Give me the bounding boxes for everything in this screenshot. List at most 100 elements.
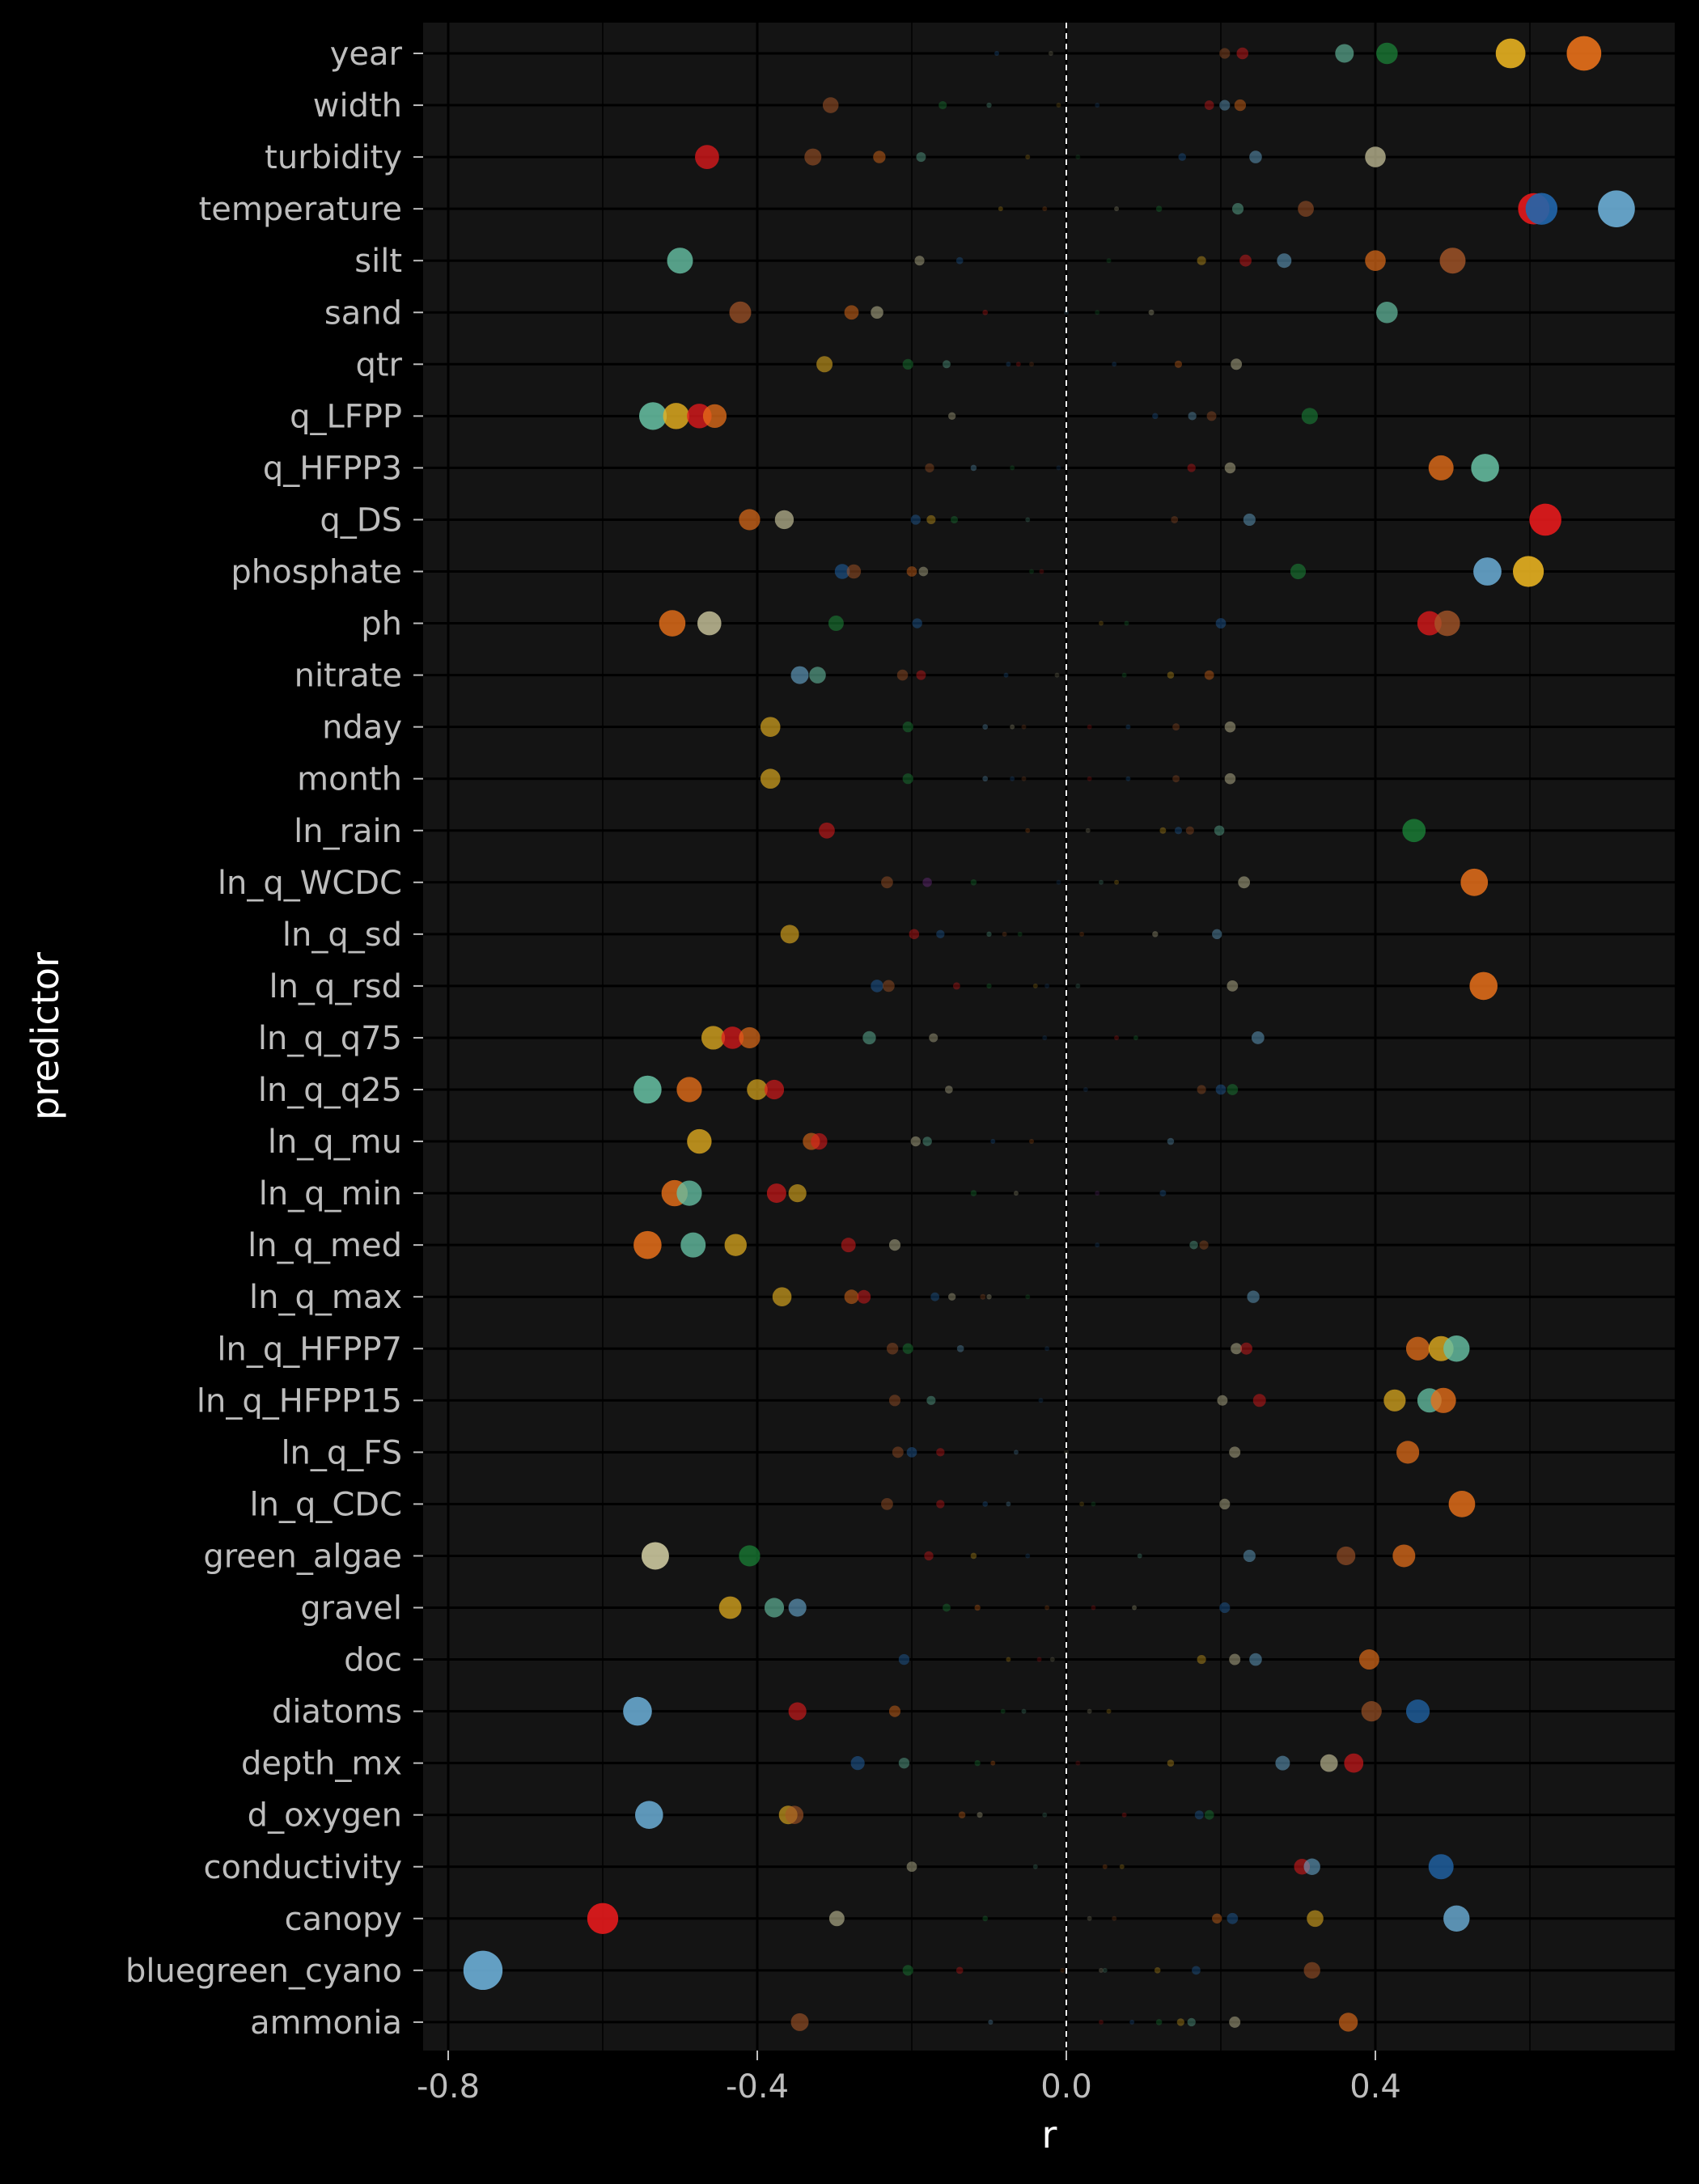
data-point (1529, 503, 1561, 536)
data-point (1227, 980, 1239, 992)
data-point (1049, 1657, 1055, 1662)
data-point (1006, 1657, 1011, 1662)
y-tick-label: ammonia (250, 2004, 402, 2042)
x-tick-label: -0.8 (417, 2068, 480, 2106)
data-point (764, 1079, 785, 1100)
data-point (930, 1292, 940, 1302)
data-point (990, 1760, 996, 1766)
data-point (1361, 1701, 1382, 1722)
x-axis-title: r (1042, 2113, 1057, 2156)
data-point (1025, 827, 1031, 833)
data-point (1006, 362, 1011, 367)
y-tick-label: silt (354, 243, 402, 280)
data-point (1443, 1905, 1470, 1932)
data-point (1238, 876, 1251, 889)
data-point (1176, 2018, 1185, 2026)
data-point (888, 1239, 901, 1251)
y-tick-label: year (330, 36, 403, 73)
data-point (1060, 1967, 1066, 1973)
data-point (1091, 1605, 1096, 1610)
data-point (1152, 413, 1159, 420)
data-point (1095, 1191, 1100, 1196)
data-point (1194, 1810, 1204, 1820)
y-tick-label: ln_q_q25 (258, 1072, 402, 1109)
data-point (1114, 879, 1120, 885)
data-point (747, 1079, 768, 1100)
y-tick-label: ln_q_WCDC (218, 865, 402, 902)
data-point (912, 618, 922, 629)
data-point (676, 1180, 702, 1206)
data-point (1044, 1346, 1050, 1352)
data-point (1448, 1491, 1476, 1517)
data-point (1512, 556, 1544, 587)
data-point (1124, 620, 1129, 626)
data-point (1428, 1854, 1454, 1880)
data-point (970, 464, 977, 472)
data-point (1525, 193, 1558, 225)
data-point (1227, 1084, 1239, 1095)
y-tick-label: month (297, 761, 402, 798)
data-point (1133, 1035, 1138, 1040)
data-point (1428, 455, 1454, 480)
y-tick-label: conductivity (204, 1849, 403, 1886)
data-point (896, 669, 909, 681)
y-tick-label: ln_q_sd (282, 916, 402, 954)
data-point (739, 1026, 761, 1049)
data-point (936, 1500, 945, 1509)
data-point (970, 1552, 977, 1560)
data-point (663, 403, 689, 430)
data-point (980, 1293, 986, 1300)
data-point (788, 1598, 807, 1617)
data-point (1252, 1394, 1266, 1407)
data-point (958, 1811, 966, 1818)
data-point (1167, 671, 1175, 679)
data-point (1017, 931, 1023, 937)
data-point (952, 982, 960, 990)
data-point (1495, 38, 1526, 69)
data-point (772, 1287, 792, 1306)
data-point (1032, 983, 1038, 988)
data-point (1460, 868, 1489, 896)
data-point (659, 610, 686, 637)
data-point (926, 514, 936, 525)
data-point (785, 1805, 804, 1824)
data-point (1152, 931, 1159, 938)
data-point (1098, 879, 1104, 885)
data-point (1417, 611, 1442, 636)
data-point (680, 1232, 706, 1258)
data-point (739, 509, 761, 531)
data-point (1212, 1913, 1222, 1924)
data-point (1251, 1031, 1265, 1044)
x-tick-label: 0.0 (1040, 2068, 1092, 2106)
data-point (1114, 206, 1120, 212)
data-point (1307, 1910, 1324, 1928)
data-point (1002, 931, 1007, 937)
data-point (1224, 721, 1236, 733)
data-point (804, 148, 822, 166)
data-point (1010, 465, 1015, 471)
data-point (914, 256, 925, 266)
data-point (1137, 1553, 1142, 1559)
x-axis: -0.8 -0.4 0.0 0.4 (417, 2051, 1401, 2106)
data-point (1365, 146, 1386, 167)
data-point (463, 1950, 503, 1991)
data-point (1056, 103, 1061, 108)
data-point (1112, 362, 1117, 367)
data-point (942, 360, 951, 369)
data-point (982, 309, 989, 315)
data-point (1234, 99, 1247, 112)
data-point (926, 1395, 936, 1405)
data-point (1185, 826, 1194, 835)
data-point (936, 1448, 945, 1457)
data-point (1064, 310, 1069, 315)
data-point (1197, 256, 1206, 265)
data-point (902, 1965, 913, 1976)
data-point (1042, 206, 1048, 212)
data-point (1277, 253, 1292, 269)
data-point (1010, 776, 1015, 781)
data-point (1132, 1605, 1138, 1610)
data-point (1430, 1387, 1456, 1413)
data-point (1344, 1753, 1364, 1773)
data-point (811, 1132, 828, 1150)
data-point (1229, 1446, 1241, 1458)
